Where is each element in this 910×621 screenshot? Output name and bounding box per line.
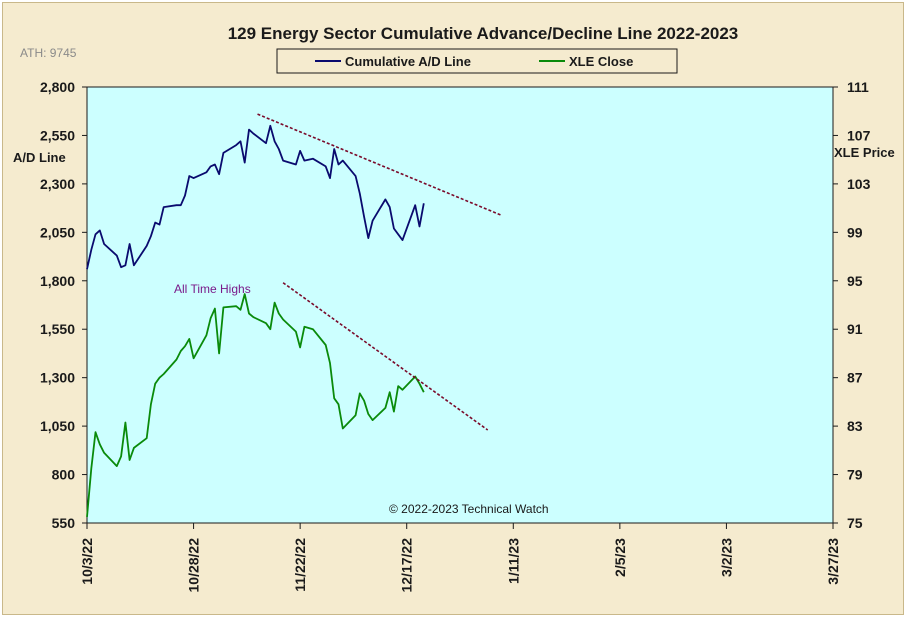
y-tick-label-right: 99: [847, 224, 863, 240]
y-tick-label-right: 79: [847, 467, 863, 483]
legend-box: [276, 48, 678, 74]
x-tick-label: 11/22/22: [292, 538, 308, 592]
y-tick-label-left: 2,050: [40, 224, 75, 240]
y-tick-label-right: 103: [847, 176, 871, 192]
y-tick-label-right: 75: [847, 515, 863, 531]
trendline-2: [282, 282, 489, 431]
y-tick-label-left: 2,300: [40, 176, 75, 192]
ath-label: ATH: 9745: [20, 46, 77, 60]
y-tick-label-right: 111: [847, 79, 869, 95]
chart-title: 129 Energy Sector Cumulative Advance/Dec…: [228, 24, 739, 43]
x-tick-label: 2/5/23: [612, 538, 628, 577]
y-tick-label-left: 800: [52, 467, 76, 483]
y-tick-label-right: 83: [847, 418, 863, 434]
chart-frame: 129 Energy Sector Cumulative Advance/Dec…: [2, 2, 904, 615]
y-tick-label-left: 1,300: [40, 370, 75, 386]
y-tick-label-right: 87: [847, 370, 863, 386]
ad-line-series: [86, 124, 425, 270]
y-tick-label-right: 107: [847, 127, 871, 143]
y-axis-label-right: XLE Price: [834, 145, 895, 160]
y-tick-label-left: 2,800: [40, 79, 75, 95]
x-tick-label: 1/11/23: [505, 538, 521, 584]
y-tick-label-left: 2,550: [40, 127, 75, 143]
xle-close-series: [86, 293, 425, 517]
x-tick-label: 3/2/23: [718, 538, 734, 577]
chart-svg: 129 Energy Sector Cumulative Advance/Dec…: [13, 24, 895, 593]
legend: Cumulative A/D Line XLE Close: [276, 48, 678, 74]
x-tick-label: 10/28/22: [186, 538, 202, 593]
y-tick-label-left: 1,550: [40, 321, 75, 337]
x-tick-label: 3/27/23: [825, 538, 841, 585]
y-tick-label-right: 91: [847, 321, 863, 337]
x-tick-label: 10/3/22: [79, 538, 95, 585]
trendline-1: [257, 113, 501, 216]
annotation-all-time-highs: All Time Highs: [174, 282, 251, 296]
y-tick-label-left: 1,800: [40, 273, 75, 289]
y-axis-label-left: A/D Line: [13, 150, 66, 165]
copyright-text: © 2022-2023 Technical Watch: [389, 502, 549, 516]
plot-area: [86, 86, 834, 524]
legend-label-ad: Cumulative A/D Line: [345, 54, 471, 69]
y-tick-label-right: 95: [847, 273, 863, 289]
y-tick-label-left: 550: [52, 515, 76, 531]
y-tick-label-left: 1,050: [40, 418, 75, 434]
legend-label-xle: XLE Close: [569, 54, 633, 69]
x-tick-label: 12/17/22: [399, 538, 415, 593]
